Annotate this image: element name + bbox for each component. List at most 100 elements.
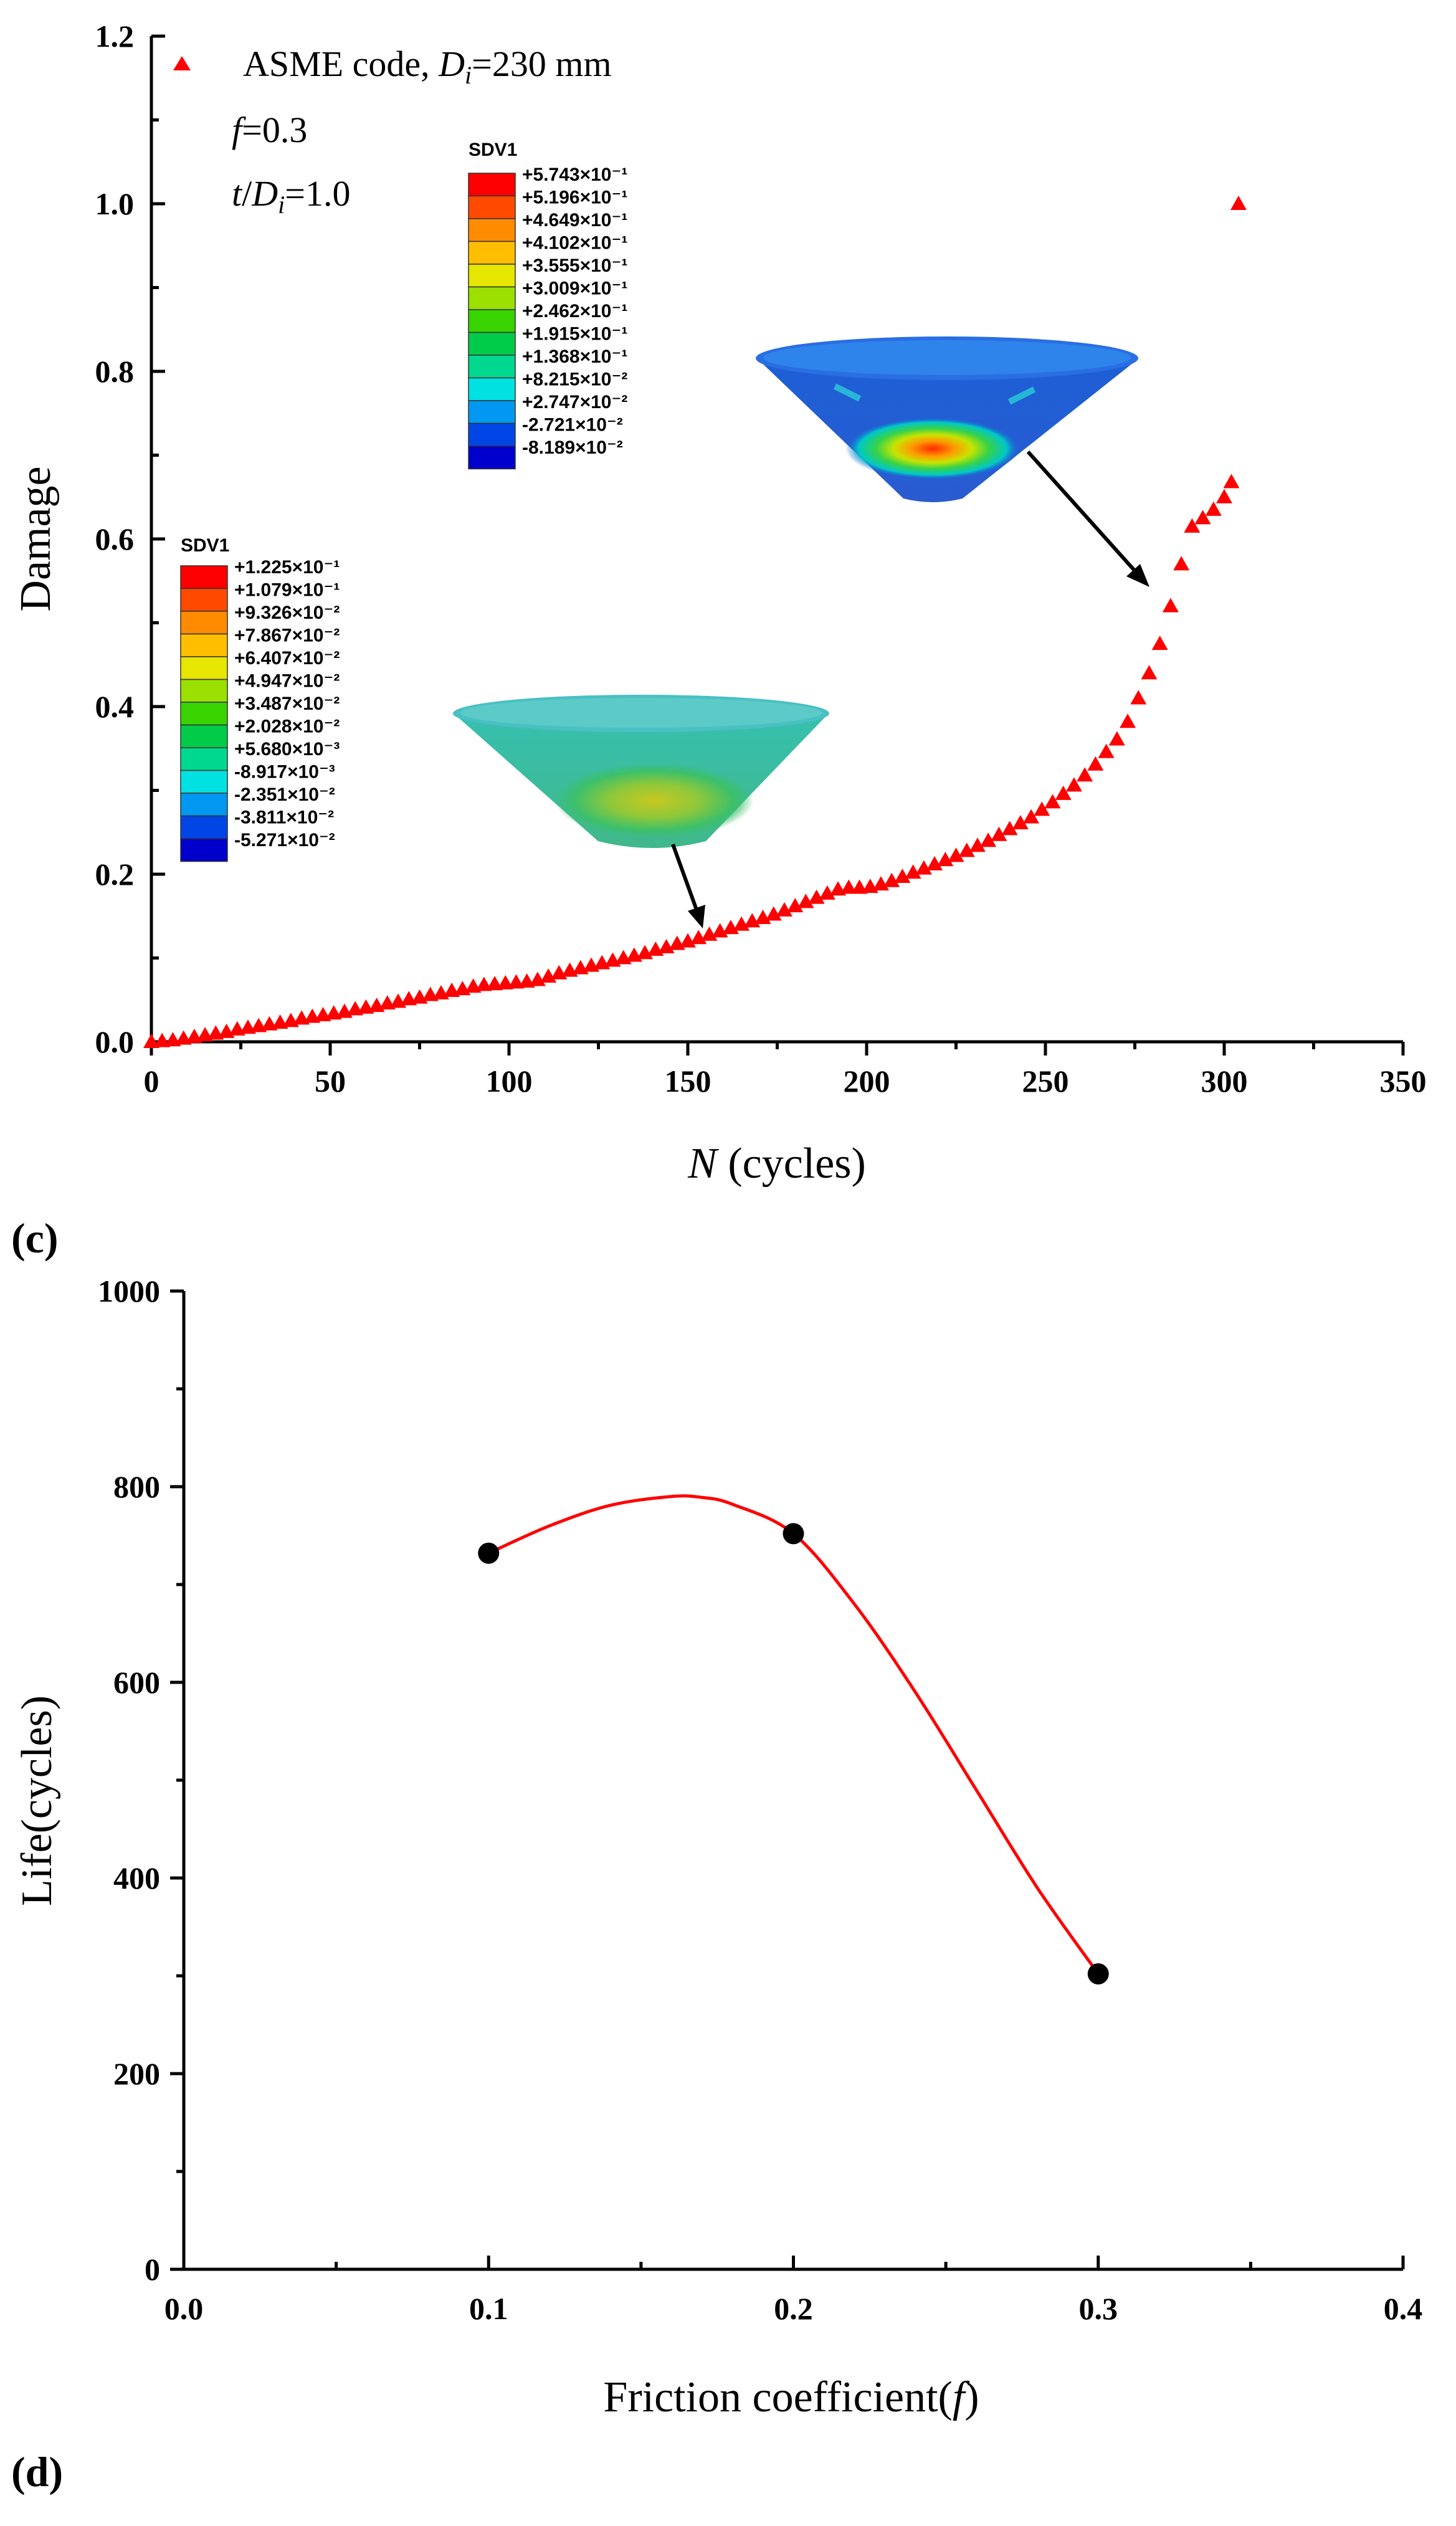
data-point: [937, 852, 954, 867]
colorbar-swatch: [468, 400, 516, 424]
x-tick-label: 0: [144, 1064, 159, 1099]
data-point: [1087, 1963, 1109, 1985]
chart-d-y-ticks: 0 200 400 600 800 1000: [98, 1274, 184, 2287]
colorbar-lower: SDV1 +1.225×10⁻¹+1.079×10⁻¹+9.326×10⁻² +7…: [180, 535, 340, 862]
y-tick-label: 1.0: [95, 186, 135, 221]
legend-label: ASME code, Di=230 mm: [243, 44, 612, 89]
data-point: [1077, 767, 1093, 782]
data-point: [969, 837, 986, 852]
data-point: [991, 826, 1007, 841]
colorbar-swatch: [468, 241, 516, 265]
colorbar-swatch: [180, 815, 228, 839]
chart-d-fit-curve: [488, 1494, 1100, 1975]
data-point: [851, 879, 868, 894]
colorbar-swatch: [468, 355, 516, 379]
x-tick-label: 250: [1022, 1064, 1069, 1099]
annotation-friction: f=0.3: [232, 110, 307, 150]
data-point: [894, 869, 911, 884]
colorbar-swatch: [468, 286, 516, 310]
y-tick-label: 1.2: [95, 19, 135, 54]
chart-d-ylabel: Life(cycles): [13, 1695, 61, 1906]
chart-c-data-points: [143, 196, 1247, 1048]
x-tick-label: 0.1: [469, 2291, 508, 2326]
y-tick-label: 800: [113, 1469, 160, 1504]
colorbar-label: +2.747×10⁻²: [522, 392, 627, 412]
colorbar-swatch: [180, 793, 228, 817]
y-tick-label: 200: [113, 2056, 160, 2091]
data-point: [783, 1523, 804, 1545]
colorbar-label: +5.196×10⁻¹: [522, 188, 627, 208]
chart-c-y-ticks: 0.0 0.2 0.4 0.6 0.8 1.0 1.2: [95, 19, 165, 1059]
colorbar-swatch: [468, 218, 516, 242]
colorbar-swatch: [180, 724, 228, 748]
data-point: [1230, 196, 1247, 210]
chart-d-x-ticks: 0.0 0.1 0.2 0.3 0.4: [164, 2256, 1423, 2326]
annotation-thickness-ratio: t/Di=1.0: [232, 173, 350, 219]
colorbar-label: +3.555×10⁻¹: [522, 255, 627, 276]
data-point: [787, 898, 804, 913]
colorbar-label: +1.368×10⁻¹: [522, 346, 627, 367]
x-tick-label: 100: [486, 1064, 533, 1099]
chart-d-axes: [182, 1291, 1403, 2271]
colorbar-label: +1.225×10⁻¹: [234, 557, 340, 578]
colorbar-label: +4.649×10⁻¹: [522, 210, 627, 231]
colorbar-swatch: [180, 679, 228, 703]
colorbar-swatch: [180, 565, 228, 589]
colorbar-swatch: [468, 264, 516, 288]
data-point: [1055, 785, 1072, 800]
data-point: [143, 1034, 159, 1048]
data-point: [1034, 801, 1050, 816]
x-tick-label: 0.2: [774, 2291, 813, 2326]
chart-d-xlabel: Friction coefficient(f): [603, 2373, 979, 2421]
data-point: [819, 885, 835, 900]
data-point: [1120, 713, 1136, 728]
y-tick-label: 0.8: [95, 354, 135, 389]
x-tick-label: 150: [665, 1064, 711, 1099]
x-tick-label: 0.4: [1384, 2291, 1423, 2326]
colorbar-upper-swatches: [468, 173, 516, 470]
data-point: [797, 894, 814, 908]
y-tick-label: 0.2: [95, 857, 135, 892]
colorbar-label: +5.680×10⁻³: [234, 739, 340, 760]
colorbar-swatch: [180, 611, 228, 635]
colorbar-swatch: [180, 747, 228, 771]
data-point: [958, 842, 975, 857]
colorbar-label: -2.351×10⁻²: [234, 784, 335, 805]
colorbar-swatch: [468, 377, 516, 401]
contour-inset-lower: [453, 695, 829, 848]
colorbar-label: +5.743×10⁻¹: [522, 164, 627, 185]
colorbar-label: +1.079×10⁻¹: [234, 580, 340, 601]
colorbar-lower-labels: +1.225×10⁻¹+1.079×10⁻¹+9.326×10⁻² +7.867×…: [234, 557, 340, 851]
data-point: [905, 864, 921, 879]
data-point: [1012, 814, 1029, 829]
data-point: [980, 832, 997, 847]
contour-inset-upper: [756, 336, 1139, 502]
panel-label-c: (c): [11, 1214, 58, 1262]
colorbar-swatch: [180, 770, 228, 794]
data-point: [926, 856, 943, 870]
colorbar-label: +7.867×10⁻²: [234, 626, 340, 646]
data-point: [1151, 636, 1168, 651]
colorbar-label: +4.947×10⁻²: [234, 671, 340, 692]
y-tick-label: 0.4: [95, 689, 135, 724]
x-tick-label: 200: [844, 1064, 890, 1099]
data-point: [1108, 731, 1125, 746]
colorbar-label: +6.407×10⁻²: [234, 648, 340, 669]
colorbar-label: -2.721×10⁻²: [522, 415, 623, 436]
colorbar-label: +1.915×10⁻¹: [522, 324, 627, 345]
colorbar-swatch: [180, 633, 228, 657]
colorbar-label: +2.028×10⁻²: [234, 717, 340, 737]
chart-c-xlabel: N (cycles): [687, 1140, 866, 1188]
colorbar-swatch: [180, 702, 228, 726]
colorbar-label: +8.215×10⁻²: [522, 369, 627, 390]
colorbar-lower-title: SDV1: [181, 535, 229, 556]
data-point: [1194, 510, 1211, 525]
arrow-lower: [671, 843, 705, 928]
data-point: [478, 1542, 500, 1564]
data-point: [948, 847, 964, 862]
colorbar-swatch: [180, 588, 228, 612]
data-point: [883, 872, 900, 887]
data-point: [508, 974, 525, 989]
data-point: [1023, 809, 1040, 824]
chart-c: 0 50 100 150 200 250 300 350 0.0 0.2 0.4 0.6 0.8 1.0…: [11, 19, 1427, 1262]
